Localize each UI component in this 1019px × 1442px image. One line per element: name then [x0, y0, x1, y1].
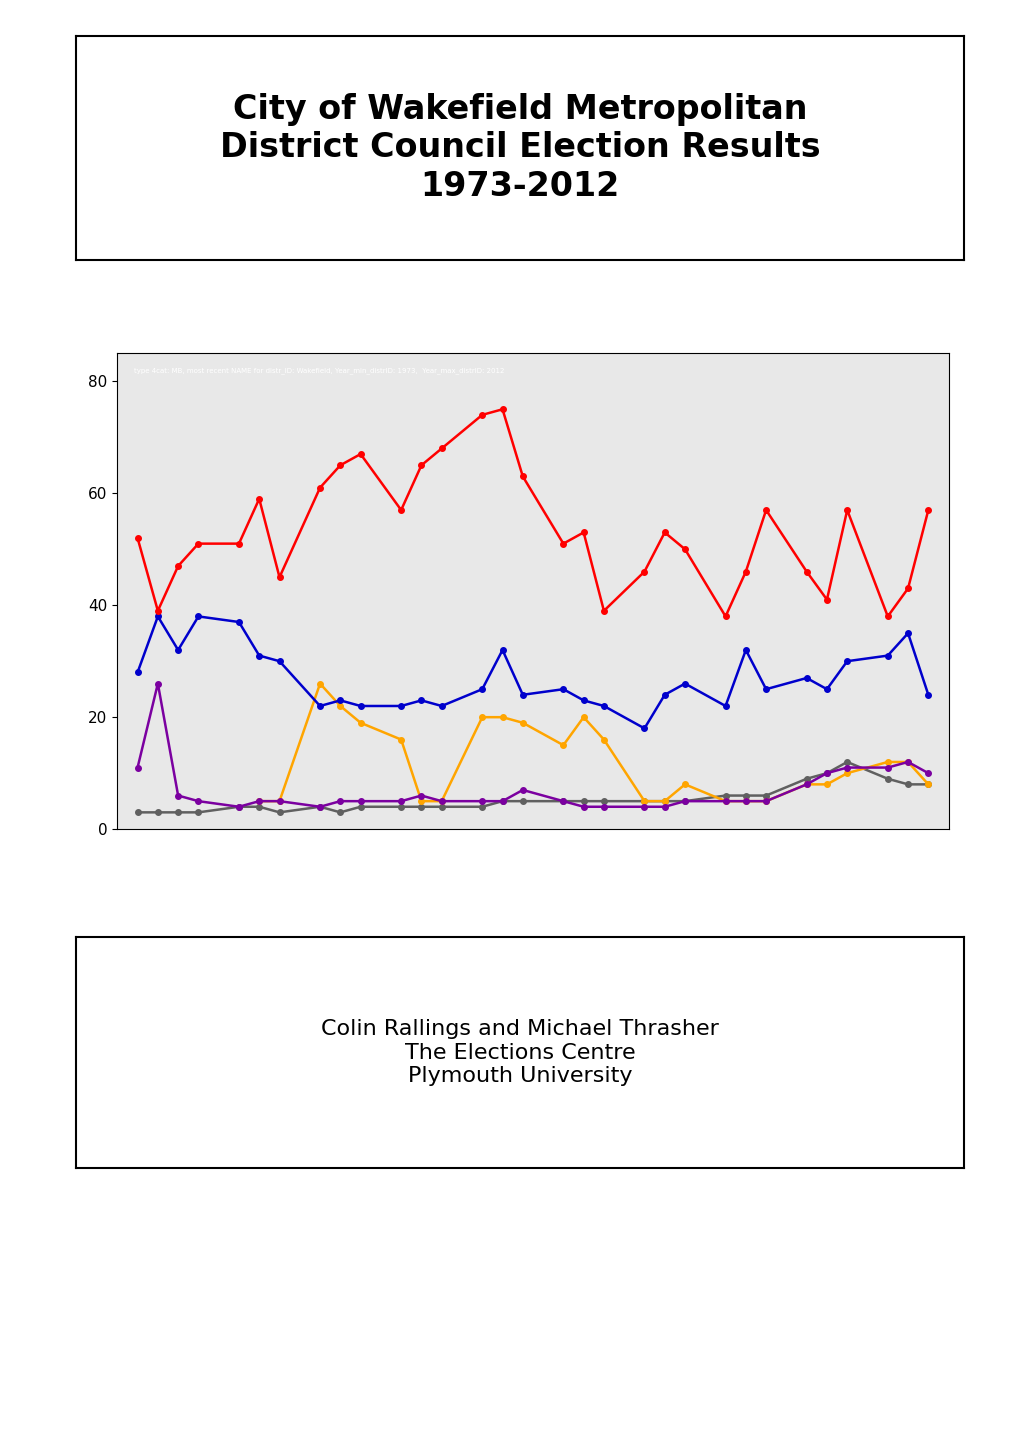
Text: Colin Rallings and Michael Thrasher
The Elections Centre
Plymouth University: Colin Rallings and Michael Thrasher The … — [321, 1019, 718, 1086]
Text: City of Wakefield Metropolitan
District Council Election Results
1973-2012: City of Wakefield Metropolitan District … — [220, 94, 819, 202]
Text: type 4cat: MB, most recent NAME for distr_ID: Wakefield, Year_min_distrID: 1973,: type 4cat: MB, most recent NAME for dist… — [133, 368, 503, 375]
